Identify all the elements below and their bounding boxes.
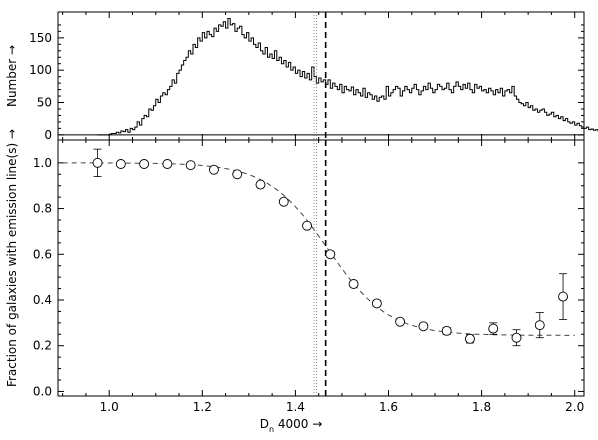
data-point	[278, 196, 289, 207]
point-marker	[278, 196, 289, 207]
point-marker	[418, 321, 429, 332]
point-marker	[208, 164, 219, 175]
point-marker	[139, 159, 150, 169]
point-marker	[534, 320, 545, 331]
data-point	[558, 273, 569, 320]
data-point	[115, 159, 126, 169]
point-marker	[302, 220, 312, 231]
data-point	[371, 298, 382, 309]
x-axis-label-suffix: 4000 →	[274, 417, 322, 431]
point-marker	[465, 333, 475, 344]
data-point	[185, 160, 196, 171]
histogram-y-axis-label: Number →	[5, 45, 19, 107]
data-points	[92, 148, 569, 347]
data-point	[325, 249, 336, 260]
histogram-y-tick-label: 150	[29, 31, 52, 45]
point-marker	[115, 159, 126, 169]
point-marker	[232, 169, 243, 180]
data-point	[208, 164, 219, 175]
x-tick-label: 1.0	[100, 400, 119, 414]
x-axis-label-main: D	[260, 417, 269, 431]
point-marker	[371, 298, 382, 309]
fraction-y-tick-label: 0.0	[33, 384, 52, 398]
point-marker	[255, 179, 266, 190]
fraction-y-tick-label: 0.6	[33, 247, 52, 261]
data-point	[488, 322, 499, 335]
histogram-y-tick-label: 50	[37, 96, 52, 110]
data-point	[348, 279, 359, 289]
histogram-y-tick-label: 0	[44, 128, 52, 142]
data-point	[511, 329, 522, 347]
histogram-frame	[57, 11, 585, 141]
data-point	[232, 169, 243, 180]
fraction-frame	[57, 139, 585, 397]
point-marker	[185, 160, 196, 171]
histogram-panel: 0 50 100 150 Number →	[5, 11, 598, 142]
histogram-reference-lines	[313, 12, 327, 140]
fraction-x-ticks: 1.0 1.2 1.4 1.6 1.8 2.0	[62, 140, 584, 414]
data-point	[162, 159, 173, 169]
point-marker	[162, 159, 173, 169]
histogram-y-ticks: 0 50 100 150	[29, 24, 584, 142]
histogram-x-ticks	[62, 12, 576, 140]
x-tick-label: 1.2	[193, 400, 212, 414]
data-point	[441, 325, 452, 336]
data-point	[255, 179, 266, 190]
data-point	[302, 220, 312, 231]
point-marker	[441, 325, 452, 336]
data-point	[465, 333, 475, 344]
data-point	[534, 312, 545, 339]
fraction-y-tick-label: 0.4	[33, 293, 52, 307]
point-marker	[325, 249, 336, 260]
point-marker	[92, 157, 103, 168]
histogram-y-tick-label: 100	[29, 63, 52, 77]
data-point	[92, 148, 103, 177]
x-axis-label-subscript: n	[269, 425, 274, 434]
x-tick-label: 1.6	[379, 400, 398, 414]
point-marker	[558, 291, 569, 302]
fit-curve-dashed	[62, 162, 575, 336]
fraction-y-ticks: 0.0 0.2 0.4 0.6 0.8 1.0	[33, 156, 584, 398]
x-tick-label: 2.0	[565, 400, 584, 414]
fraction-y-axis-label: Fraction of galaxies with emission line(…	[5, 129, 19, 387]
fraction-reference-lines	[313, 140, 327, 396]
data-point	[139, 159, 150, 169]
fraction-panel: 0.0 0.2 0.4 0.6 0.8 1.0 1.0 1.2 1.4 1.6 1.8 2.0 Fr…	[5, 129, 585, 434]
histogram-step-line	[97, 17, 598, 136]
point-marker	[511, 332, 522, 343]
data-point	[395, 316, 406, 327]
fraction-y-tick-label: 0.2	[33, 339, 52, 353]
point-marker	[488, 323, 499, 334]
x-axis-label: Dn 4000 →	[260, 417, 323, 434]
x-tick-label: 1.8	[472, 400, 491, 414]
data-point	[418, 321, 429, 332]
fraction-y-tick-label: 1.0	[33, 156, 52, 170]
point-marker	[395, 316, 406, 327]
point-marker	[348, 279, 359, 289]
fraction-y-tick-label: 0.8	[33, 202, 52, 216]
x-tick-label: 1.4	[286, 400, 305, 414]
